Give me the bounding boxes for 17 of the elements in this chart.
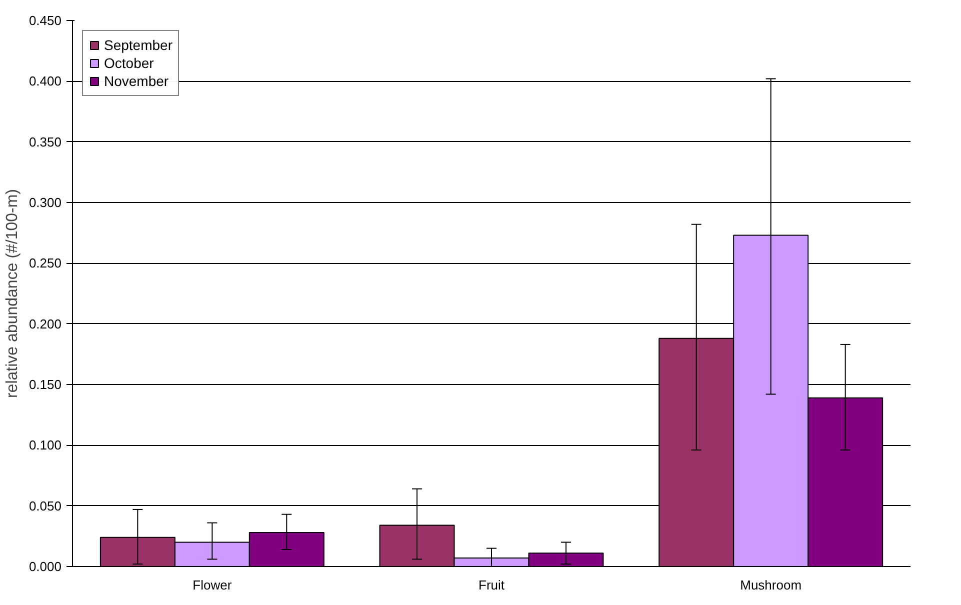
- y-tick-label: 0.100: [28, 438, 62, 453]
- y-tick-label: 0.350: [28, 134, 62, 150]
- legend-label: October: [104, 55, 154, 71]
- y-tick-label: 0.250: [28, 256, 62, 271]
- y-tick-label: 0.200: [28, 316, 62, 332]
- x-tick-label: Mushroom: [740, 578, 802, 592]
- y-tick-label: 0.000: [28, 559, 62, 574]
- y-tick-label: 0.450: [28, 13, 62, 28]
- x-tick-label: Fruit: [478, 578, 505, 592]
- y-axis-title: relative abundance (#/100-m): [4, 188, 21, 398]
- legend-label: November: [104, 73, 169, 89]
- legend-label: September: [104, 37, 172, 53]
- y-tick-label: 0.400: [28, 74, 62, 89]
- y-tick-label: 0.050: [28, 498, 62, 514]
- y-tick-label: 0.300: [28, 195, 62, 210]
- y-tick-label: 0.150: [28, 377, 62, 392]
- x-tick-label: Flower: [192, 578, 232, 592]
